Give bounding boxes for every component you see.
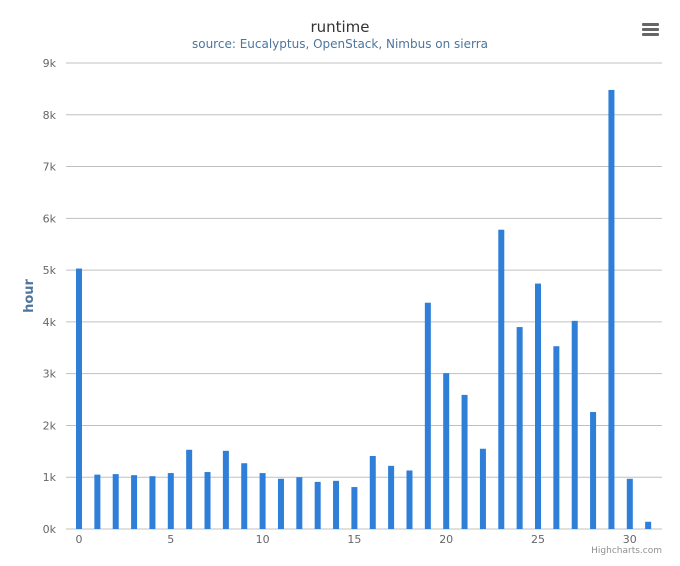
bar[interactable]: [351, 487, 358, 529]
bar[interactable]: [204, 472, 211, 529]
x-tick-label: 15: [347, 533, 361, 546]
bar[interactable]: [571, 320, 578, 529]
bar[interactable]: [535, 283, 541, 529]
bar[interactable]: [186, 449, 193, 529]
grid-lines: [66, 62, 662, 530]
bar[interactable]: [626, 478, 633, 529]
chart-title: runtime: [310, 18, 369, 36]
y-axis-label: hour: [22, 278, 37, 312]
bar[interactable]: [259, 473, 266, 529]
bar[interactable]: [424, 302, 431, 529]
x-tick-label: 30: [623, 533, 637, 546]
bar[interactable]: [149, 476, 156, 529]
y-tick-label: 0k: [43, 523, 57, 536]
x-tick-label: 0: [76, 533, 83, 546]
x-tick-label: 25: [531, 533, 545, 546]
bar[interactable]: [443, 373, 450, 529]
bar[interactable]: [277, 478, 284, 529]
y-tick-label: 2k: [43, 419, 57, 432]
y-tick-label: 6k: [43, 212, 57, 225]
bar[interactable]: [333, 480, 340, 529]
bar[interactable]: [296, 477, 303, 529]
credits-link[interactable]: Highcharts.com: [591, 546, 662, 556]
hamburger-menu-icon[interactable]: [636, 17, 666, 41]
bar[interactable]: [131, 475, 138, 529]
x-tick-label: 5: [167, 533, 174, 546]
x-tick-label: 20: [439, 533, 453, 546]
y-tick-label: 8k: [43, 109, 57, 122]
y-tick-label: 4k: [43, 316, 57, 329]
x-axis-ticks: 0 5 10 15 20 25 30: [76, 533, 637, 546]
bar[interactable]: [241, 463, 248, 529]
chart-subtitle: source: Eucalyptus, OpenStack, Nimbus on…: [192, 37, 488, 51]
bar[interactable]: [406, 470, 413, 529]
bar[interactable]: [645, 521, 652, 529]
bar[interactable]: [369, 455, 376, 529]
y-tick-label: 7k: [43, 161, 57, 174]
y-tick-label: 5k: [43, 264, 57, 277]
bar[interactable]: [590, 411, 597, 529]
bar[interactable]: [516, 327, 523, 529]
bar[interactable]: [167, 473, 174, 529]
x-tick-label: 10: [256, 533, 270, 546]
y-axis-ticks: 0k 1k 2k 3k 4k 5k 6k 7k 8k 9k: [43, 57, 57, 536]
bar[interactable]: [479, 448, 486, 529]
bar[interactable]: [388, 465, 395, 529]
bar[interactable]: [553, 346, 560, 529]
bar-series: [76, 89, 652, 530]
bar[interactable]: [76, 268, 82, 529]
y-tick-label: 1k: [43, 471, 57, 484]
bar[interactable]: [608, 89, 615, 530]
bar[interactable]: [94, 474, 101, 529]
y-tick-label: 3k: [43, 368, 57, 381]
bar[interactable]: [461, 394, 468, 529]
y-tick-label: 9k: [43, 57, 57, 70]
bar[interactable]: [314, 481, 321, 529]
bar[interactable]: [222, 450, 229, 529]
bar[interactable]: [112, 474, 119, 529]
bar[interactable]: [498, 229, 505, 530]
